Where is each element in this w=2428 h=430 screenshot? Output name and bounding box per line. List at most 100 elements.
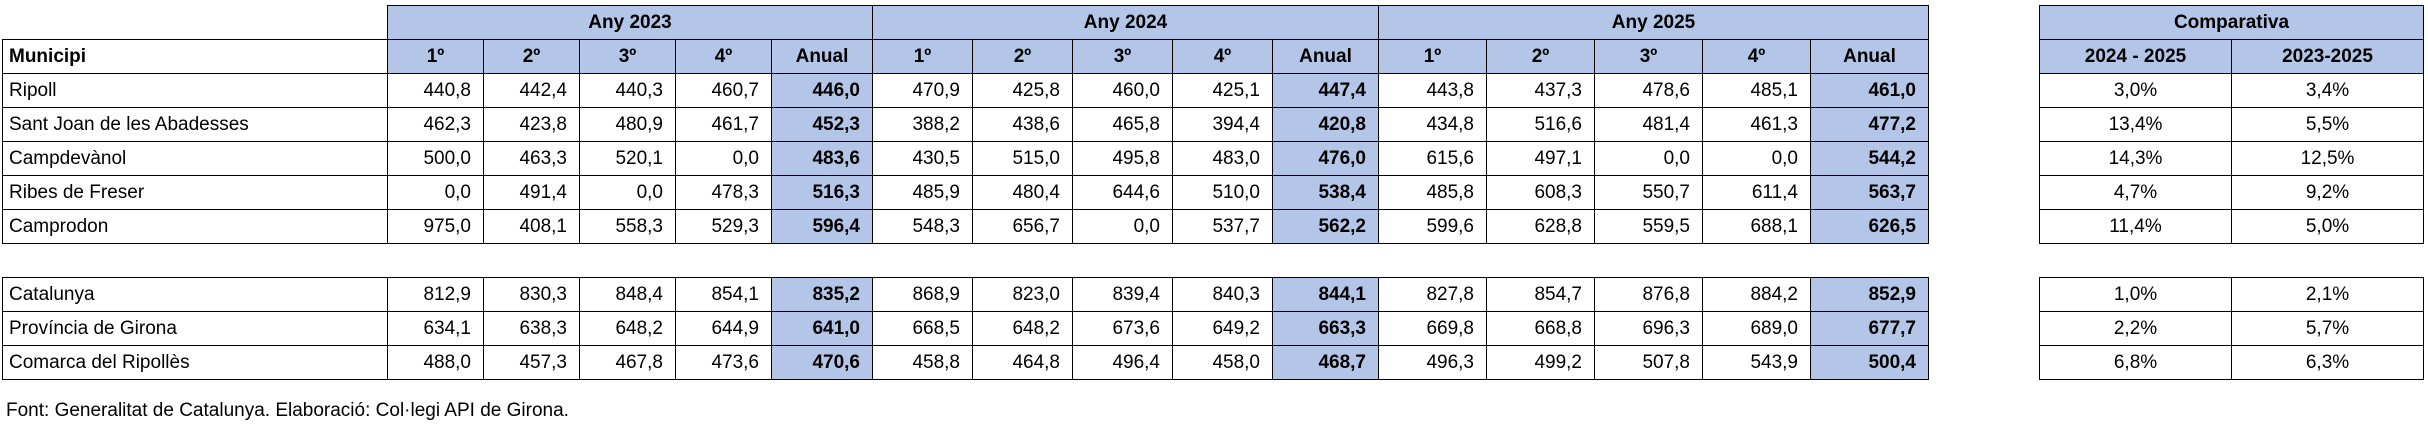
value: 611,4 bbox=[1702, 175, 1811, 210]
subheader: Anual bbox=[1272, 39, 1379, 74]
corner bbox=[3, 6, 388, 40]
data-row: 6,8% 6,3% bbox=[2039, 345, 2424, 380]
value: 840,3 bbox=[1172, 277, 1273, 312]
data-row: Ripoll 440,8 442,4 440,3 460,7 446,0 470,9 425,… bbox=[2, 73, 1929, 108]
change-value: 11,4% bbox=[2039, 209, 2232, 244]
value: 437,3 bbox=[1486, 73, 1595, 108]
value: 434,8 bbox=[1378, 107, 1487, 142]
change-value: 5,7% bbox=[2231, 311, 2424, 346]
change-value: 14,3% bbox=[2039, 141, 2232, 176]
annual-value: 477,2 bbox=[1810, 107, 1929, 142]
change-value: 6,8% bbox=[2039, 345, 2232, 380]
annual-value: 663,3 bbox=[1272, 311, 1379, 346]
value: 854,7 bbox=[1486, 277, 1595, 312]
value: 656,7 bbox=[972, 209, 1073, 244]
municipality: Ribes de Freser bbox=[2, 175, 388, 210]
value: 668,5 bbox=[872, 311, 973, 346]
value: 485,9 bbox=[872, 175, 973, 210]
change-value: 6,3% bbox=[2231, 345, 2424, 380]
value: 467,8 bbox=[579, 345, 676, 380]
data-row: 13,4% 5,5% bbox=[2039, 107, 2424, 142]
value: 839,4 bbox=[1072, 277, 1173, 312]
subheader-row: Municipi 1º 2º 3º 4º Anual 1º 2º 3º 4º Anual 1º 2º 3º… bbox=[2, 39, 1929, 74]
value: 644,6 bbox=[1072, 175, 1173, 210]
value: 480,9 bbox=[579, 107, 676, 142]
value: 628,8 bbox=[1486, 209, 1595, 244]
subheader: 3º bbox=[579, 39, 676, 74]
value: 668,8 bbox=[1486, 311, 1595, 346]
comparison-title: Comparativa bbox=[2039, 5, 2424, 40]
value: 440,8 bbox=[387, 73, 484, 108]
comparison-table: Comparativa 2024 - 2025 2023-2025 3,0% 3,4% 1… bbox=[2039, 5, 2424, 380]
value: 648,2 bbox=[972, 311, 1073, 346]
subheader: 2º bbox=[972, 39, 1073, 74]
header-row: Comparativa bbox=[2039, 5, 2424, 40]
value: 599,6 bbox=[1378, 209, 1487, 244]
municipality: Camprodon bbox=[2, 209, 388, 244]
value: 460,0 bbox=[1072, 73, 1173, 108]
value: 481,4 bbox=[1594, 107, 1703, 142]
footnote: Font: Generalitat de Catalunya. Elaborac… bbox=[6, 400, 569, 421]
value: 430,5 bbox=[872, 141, 973, 176]
annual-value: 563,7 bbox=[1810, 175, 1929, 210]
value: 478,3 bbox=[675, 175, 772, 210]
value: 443,8 bbox=[1378, 73, 1487, 108]
data-row: 1,0% 2,1% bbox=[2039, 277, 2424, 312]
column-header: Municipi bbox=[2, 39, 388, 74]
group-header: Any 2025 bbox=[1378, 5, 1929, 40]
municipality: Catalunya bbox=[2, 277, 388, 312]
annual-value: 562,2 bbox=[1272, 209, 1379, 244]
value: 529,3 bbox=[675, 209, 772, 244]
value: 848,4 bbox=[579, 277, 676, 312]
change-value: 5,0% bbox=[2231, 209, 2424, 244]
value: 515,0 bbox=[972, 141, 1073, 176]
value: 496,3 bbox=[1378, 345, 1487, 380]
annual-value: 844,1 bbox=[1272, 277, 1379, 312]
change-value: 1,0% bbox=[2039, 277, 2232, 312]
subheader: 3º bbox=[1594, 39, 1703, 74]
subheader: 4º bbox=[1702, 39, 1811, 74]
subheader: Anual bbox=[1810, 39, 1929, 74]
value: 0,0 bbox=[1594, 141, 1703, 176]
data-row: Ribes de Freser 0,0 491,4 0,0 478,3 516,3 485,… bbox=[2, 175, 1929, 210]
value: 543,9 bbox=[1702, 345, 1811, 380]
data-row: Camprodon 975,0 408,1 558,3 529,3 596,4 548,3 6… bbox=[2, 209, 1929, 244]
value: 500,0 bbox=[387, 141, 484, 176]
spacer bbox=[3, 244, 1929, 278]
value: 854,1 bbox=[675, 277, 772, 312]
annual-value: 500,4 bbox=[1810, 345, 1929, 380]
value: 491,4 bbox=[483, 175, 580, 210]
annual-value: 420,8 bbox=[1272, 107, 1379, 142]
annual-value: 447,4 bbox=[1272, 73, 1379, 108]
value: 470,9 bbox=[872, 73, 973, 108]
data-row: Campdevànol 500,0 463,3 520,1 0,0 483,6 430,5 5… bbox=[2, 141, 1929, 176]
data-row: Comarca del Ripollès 488,0 457,3 467,8 473,6… bbox=[2, 345, 1929, 380]
value: 548,3 bbox=[872, 209, 973, 244]
value: 520,1 bbox=[579, 141, 676, 176]
value: 0,0 bbox=[1072, 209, 1173, 244]
group-header: Any 2024 bbox=[872, 5, 1379, 40]
change-value: 3,4% bbox=[2231, 73, 2424, 108]
value: 0,0 bbox=[387, 175, 484, 210]
value: 462,3 bbox=[387, 107, 484, 142]
annual-value: 468,7 bbox=[1272, 345, 1379, 380]
value: 438,6 bbox=[972, 107, 1073, 142]
value: 689,0 bbox=[1702, 311, 1811, 346]
value: 868,9 bbox=[872, 277, 973, 312]
value: 485,8 bbox=[1378, 175, 1487, 210]
group-header: Any 2023 bbox=[387, 5, 873, 40]
annual-value: 852,9 bbox=[1810, 277, 1929, 312]
subheader: 2º bbox=[483, 39, 580, 74]
value: 0,0 bbox=[1702, 141, 1811, 176]
value: 615,6 bbox=[1378, 141, 1487, 176]
annual-value: 677,7 bbox=[1810, 311, 1929, 346]
value: 463,3 bbox=[483, 141, 580, 176]
value: 485,1 bbox=[1702, 73, 1811, 108]
subheader: 4º bbox=[675, 39, 772, 74]
value: 464,8 bbox=[972, 345, 1073, 380]
data-row: 14,3% 12,5% bbox=[2039, 141, 2424, 176]
data-row: 3,0% 3,4% bbox=[2039, 73, 2424, 108]
subheader: 1º bbox=[387, 39, 484, 74]
value: 696,3 bbox=[1594, 311, 1703, 346]
